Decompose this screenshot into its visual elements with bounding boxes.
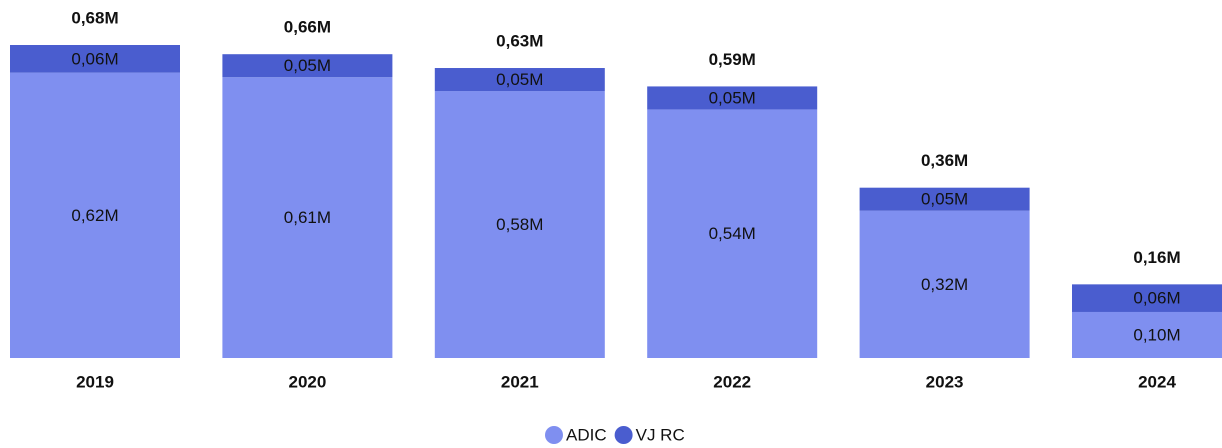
x-tick-label: 2022 (713, 372, 751, 391)
total-label: 0,36M (921, 151, 968, 170)
bar-segment (1072, 284, 1222, 312)
x-tick-label: 2020 (288, 372, 326, 391)
x-tick-label: 2024 (1138, 372, 1176, 391)
bar-segment (859, 210, 1030, 358)
value-label: 0,32M (921, 275, 968, 294)
value-label: 0,05M (921, 190, 968, 209)
value-label: 0,05M (496, 70, 543, 89)
total-label: 0,63M (496, 31, 543, 50)
bar-segment (222, 77, 393, 359)
total-label: 0,16M (1133, 248, 1180, 267)
x-tick-label: 2023 (926, 372, 964, 391)
bar-segment (434, 91, 605, 358)
bar-segment (10, 45, 180, 73)
bar-segment (647, 109, 818, 358)
legend-swatch (614, 426, 633, 444)
bar-segment (10, 72, 180, 358)
total-label: 0,68M (71, 8, 118, 27)
value-label: 0,61M (284, 208, 331, 227)
value-label: 0,10M (1133, 325, 1180, 344)
value-label: 0,06M (71, 49, 118, 68)
bar-segment (434, 68, 605, 92)
value-label: 0,62M (71, 206, 118, 225)
total-label: 0,66M (284, 18, 331, 37)
bar-segment (222, 54, 393, 78)
total-label: 0,59M (709, 50, 756, 69)
x-tick-label: 2019 (76, 372, 114, 391)
value-label: 0,54M (709, 224, 756, 243)
legend-swatch (545, 426, 563, 444)
x-tick-label: 2021 (501, 372, 539, 391)
bar-segment (1072, 311, 1222, 358)
bar-segment (859, 187, 1030, 211)
legend-label: VJ RC (636, 425, 685, 444)
value-label: 0,05M (709, 88, 756, 107)
bar-segment (647, 86, 818, 110)
value-label: 0,06M (1133, 289, 1180, 308)
value-label: 0,05M (284, 56, 331, 75)
value-label: 0,58M (496, 215, 543, 234)
legend-label: ADIC (566, 425, 607, 444)
